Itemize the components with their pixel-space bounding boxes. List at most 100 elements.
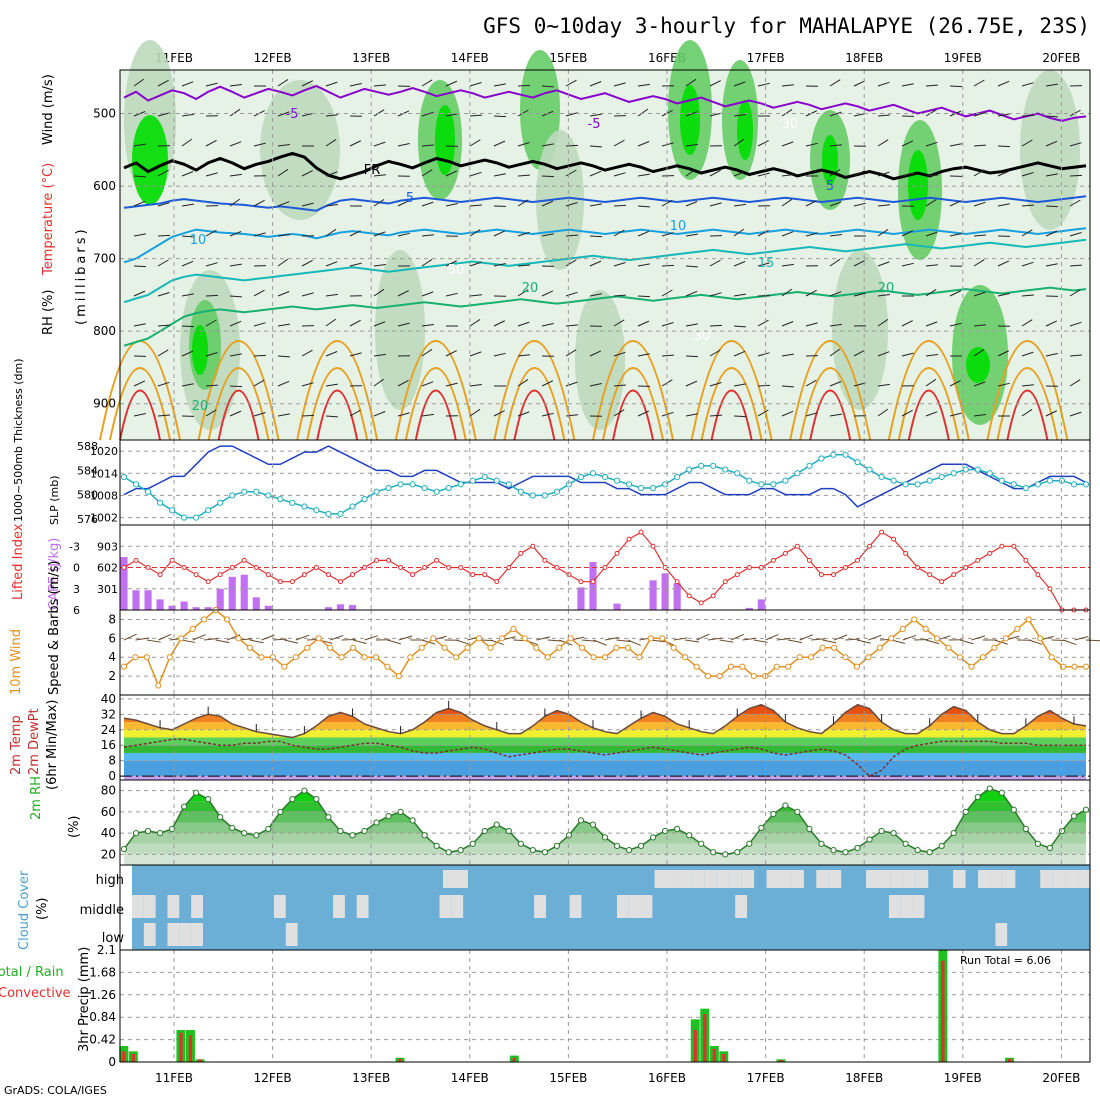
contour-label: -5 [588,117,601,132]
warm-isotherm [1006,389,1049,441]
rh2m-point [1046,844,1054,852]
li-point [1011,543,1017,549]
rh2m-point [890,830,897,837]
li-point [650,543,656,549]
wind-barb [973,112,986,117]
wind-barb [421,144,434,147]
wind-barb [325,81,338,87]
rh2m-point [265,825,272,832]
wind-barb [925,109,937,117]
wind-barb [541,200,554,207]
wind-speed-point [143,654,151,661]
wind-barb [973,169,985,177]
rh2m-point [854,844,861,852]
wind-barb [277,355,291,358]
wind-barb [1021,261,1034,267]
wind-barb [157,349,169,357]
slp-point [1022,484,1029,492]
top-date-label: 19FEB [944,51,982,65]
wind-barb [349,140,362,147]
wind-barb [421,79,433,87]
wind-barb [901,409,913,417]
wind-speed-point [235,635,242,642]
wind-barb [205,139,217,147]
wind-speed-point [819,644,826,651]
wind10m-barb [902,634,917,641]
wind-barb [733,293,746,297]
cape-bar [324,607,332,610]
wind-barb [733,203,746,207]
lifted-index-label: Lifted Index [11,523,26,600]
slp-point [1046,477,1054,484]
wind-barb [613,172,626,177]
wind-barb [541,380,554,387]
wind-barb [709,414,723,417]
cloud-cell [616,895,629,918]
wind-speed-point [178,635,185,642]
wind-speed-point [521,635,528,642]
wind-speed-point [934,635,941,642]
warm-isotherm [700,367,763,441]
cloud-cell [995,923,1008,946]
cape-bar [120,557,128,610]
wind-speed-point [853,663,861,670]
warm-isotherm [316,389,359,441]
li-point [903,550,909,556]
cape-bar [144,590,152,610]
wind-barb [781,198,793,207]
cloud-cell [766,870,779,888]
wind-barb [661,289,673,297]
wind-barb [925,199,937,207]
cloud-cell [143,895,156,918]
li-point [482,572,488,578]
wind-barb [181,383,194,387]
slp-point [433,488,440,495]
wind-barb [205,294,219,297]
slp-point [529,492,536,499]
wind-speed-point [384,663,391,670]
wind-barb [829,348,841,357]
wind-barb [253,289,265,297]
wind-barb [517,289,529,297]
cloud-cell [179,923,192,946]
wind-barb [757,319,769,327]
wind-barb [133,233,146,237]
wind-barb [637,230,650,237]
wind-speed-point [1002,635,1009,642]
cloud-cell [704,870,717,888]
thickness-tick: 584 [77,464,98,477]
wind-barb [1069,289,1081,297]
li-point [349,572,355,578]
wind-speed-point [956,654,964,661]
wind-barb [205,262,218,267]
wind-speed-point [659,635,666,642]
warm-isotherm [493,340,576,441]
warm-isotherm [394,340,477,441]
wind-barb [517,142,530,147]
rh-shade [192,325,208,375]
slp-point [1070,481,1078,488]
li-point [530,543,536,549]
rh-band [124,788,1086,791]
wind-barb [733,350,746,357]
wind-barb [181,260,194,267]
wind-barb [157,414,170,417]
rh2m-point [289,796,296,803]
wind-barb [421,348,433,357]
wind-barb [445,382,458,387]
wind-barb [1021,229,1033,237]
precip-conv-bar [1007,1058,1012,1062]
wind-barb [517,109,529,117]
wind-barb [493,230,506,237]
li-point [542,557,548,563]
slp-point [842,451,849,458]
slp-tick: 1002 [90,512,118,525]
cloud-cell [741,870,755,888]
wind10m-barb [845,638,860,641]
wind-barb [589,235,603,238]
wind-barb [541,85,555,88]
wind-barb [613,409,625,417]
wind10m-barb [856,639,871,644]
wind-barb [685,380,698,387]
warm-isotherm [887,340,970,441]
